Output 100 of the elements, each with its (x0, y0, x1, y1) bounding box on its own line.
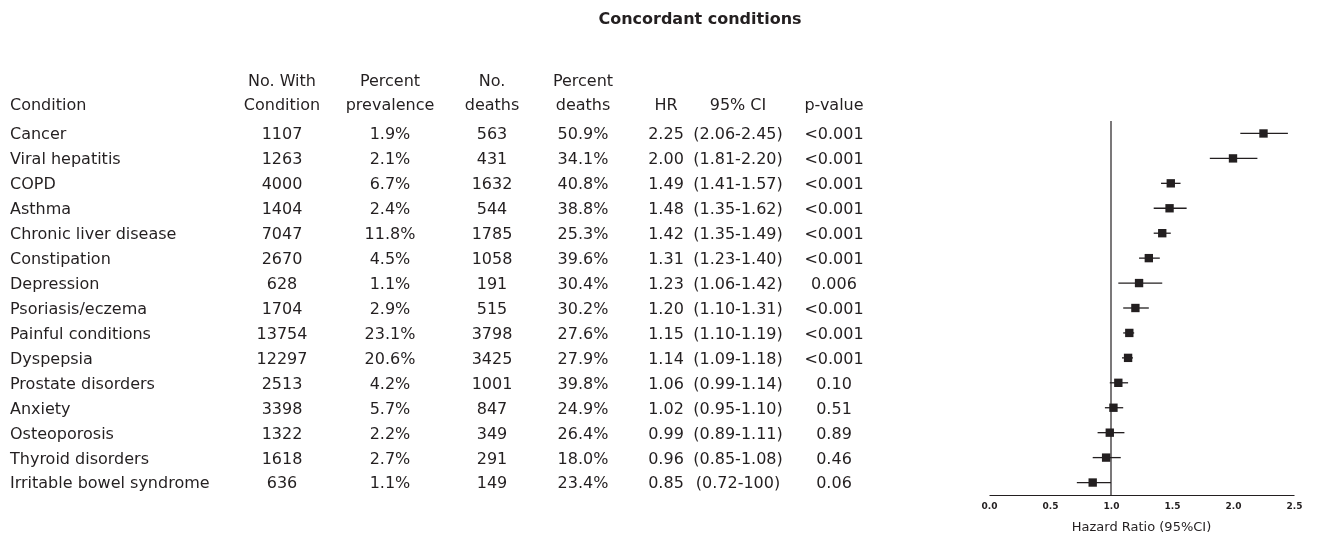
text: 636 (266, 473, 298, 493)
category-label: Painful conditions (10, 323, 151, 343)
text: 0.51 (816, 398, 852, 418)
category-label: No. With Condition (243, 71, 321, 114)
text: (0.99-1.14) (693, 373, 783, 393)
text: 27.9% (557, 348, 609, 368)
text: 1.23 (648, 274, 684, 294)
text: 30.2% (557, 298, 609, 318)
category-label: Osteoporosis (10, 423, 114, 443)
text: 23.1% (364, 323, 416, 343)
text: 23.4% (557, 473, 609, 493)
text: 1.1% (369, 274, 411, 294)
text: <0.001 (804, 224, 864, 244)
text: 1058 (471, 249, 513, 269)
text: 11.8% (364, 224, 416, 244)
text: 4.2% (369, 373, 411, 393)
text: 1.02 (648, 398, 684, 418)
text: 0.99 (648, 423, 684, 443)
text: <0.001 (804, 348, 864, 368)
text: 1.1% (369, 473, 411, 493)
text: 1618 (261, 448, 303, 468)
text: 1322 (261, 423, 303, 443)
text: 847 (476, 398, 508, 418)
text: <0.001 (804, 124, 864, 144)
text: 38.8% (557, 199, 609, 219)
text: 18.0% (557, 448, 609, 468)
category-label: No. deaths (464, 71, 520, 114)
text: 5.7% (369, 398, 411, 418)
text: <0.001 (804, 174, 864, 194)
text: 563 (476, 124, 508, 144)
text: 2.00 (648, 149, 684, 169)
text: 34.1% (557, 149, 609, 169)
category-label: Depression (10, 274, 100, 294)
text: 24.9% (557, 398, 609, 418)
text: 39.6% (557, 249, 609, 269)
text: 2.9% (369, 298, 411, 318)
text: 1632 (471, 174, 513, 194)
text: 3798 (471, 323, 513, 343)
text: 0.89 (816, 423, 852, 443)
text: 1704 (261, 298, 303, 318)
category-label: Percent deaths (552, 71, 614, 114)
text: <0.001 (804, 249, 864, 269)
text: <0.001 (804, 298, 864, 318)
text: (0.89-1.11) (693, 423, 783, 443)
x-tick-label: 1.5 (1164, 501, 1181, 512)
text: 291 (476, 448, 508, 468)
text: 0.46 (816, 448, 852, 468)
text: 4.5% (369, 249, 411, 269)
text: 3398 (261, 398, 303, 418)
x-tick-label: 0.0 (981, 501, 998, 512)
category-label: Anxiety (10, 398, 71, 418)
text: 3425 (471, 348, 513, 368)
x-tick-label: 2.0 (1225, 501, 1242, 512)
category-label: Psoriasis/eczema (10, 298, 148, 318)
category-label: Cancer (10, 124, 67, 144)
text: (1.35-1.62) (693, 199, 783, 219)
text: 1263 (261, 149, 303, 169)
text: 2.25 (648, 124, 684, 144)
text: (1.81-2.20) (693, 149, 783, 169)
text: (0.85-1.08) (693, 448, 783, 468)
text: 515 (476, 298, 508, 318)
text: 2513 (261, 373, 303, 393)
text: 2.7% (369, 448, 411, 468)
text: <0.001 (804, 149, 864, 169)
text: 2.2% (369, 423, 411, 443)
text: 431 (476, 149, 508, 169)
text: (1.10-1.19) (693, 323, 783, 343)
text: 0.85 (648, 473, 684, 493)
text: 26.4% (557, 423, 609, 443)
text: Condition (10, 95, 87, 114)
category-label: HR (654, 95, 678, 114)
text: 25.3% (557, 224, 609, 244)
category-label: Constipation (10, 249, 111, 269)
text: 0.96 (648, 448, 684, 468)
text: (0.72-100) (695, 473, 781, 493)
category-label: Prostate disorders (10, 373, 155, 393)
text: <0.001 (804, 199, 864, 219)
text: 12297 (256, 348, 308, 368)
text: 4000 (261, 174, 303, 194)
text: 40.8% (557, 174, 609, 194)
x-tick-label: 0.5 (1042, 501, 1059, 512)
text: 1001 (471, 373, 513, 393)
text: 27.6% (557, 323, 609, 343)
text: 6.7% (369, 174, 411, 194)
text: (1.10-1.31) (693, 298, 783, 318)
text: 2.1% (369, 149, 411, 169)
text: 0.006 (811, 274, 857, 294)
category-label: COPD (10, 174, 56, 194)
category-label: Thyroid disorders (10, 448, 150, 468)
category-label: Percent prevalence (345, 71, 435, 114)
text: 349 (476, 423, 508, 443)
text: <0.001 (804, 323, 864, 343)
text: 13754 (256, 323, 308, 343)
category-label: Dyspepsia (10, 348, 93, 368)
text: 1.49 (648, 174, 684, 194)
text: 30.4% (557, 274, 609, 294)
text: 1.14 (648, 348, 684, 368)
x-tick-label: 2.5 (1286, 501, 1303, 512)
text: 1.42 (648, 224, 684, 244)
text: 1.15 (648, 323, 684, 343)
